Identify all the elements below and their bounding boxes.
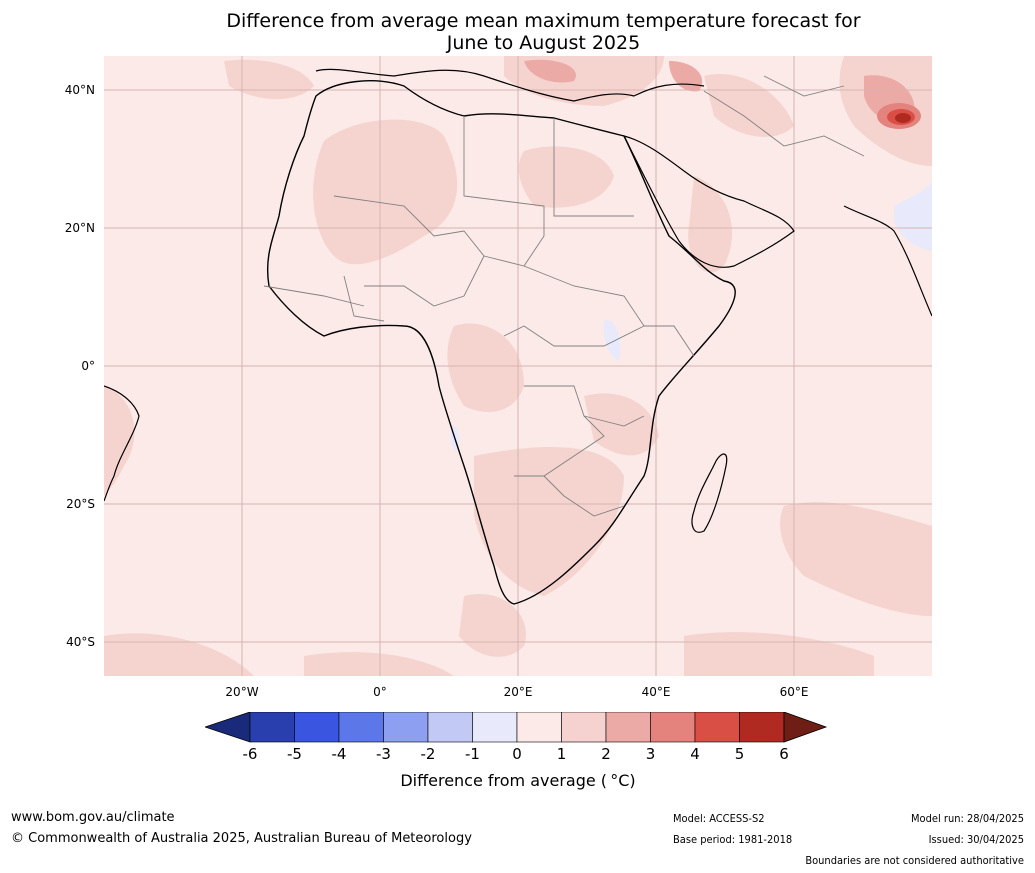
colorbar-cell [294,712,340,743]
colorbar-cell [427,712,473,743]
map-canvas [104,56,932,676]
colorbar-tick-label: 6 [779,745,789,763]
lat-label-20n: 20°N [64,221,95,235]
colorbar-tick-label: -6 [242,745,258,763]
colorbar-cell [561,712,607,743]
colorbar-cell [383,712,429,743]
lat-label-40n: 40°N [64,83,95,97]
colorbar-cell [739,712,785,743]
footer-url: www.bom.gov.au/climate [11,810,175,825]
colorbar-cell [694,712,740,743]
lon-label-0: 0° [373,685,387,699]
colorbar-tick-label: 4 [690,745,700,763]
footer-model: Model: ACCESS-S2 [673,812,765,825]
colorbar-tick-label: -3 [376,745,391,763]
lon-label-40e: 40°E [641,685,671,699]
colorbar-extend-high [783,712,828,743]
lat-label-0: 0° [81,359,95,373]
arabia-coastline [622,135,795,268]
africa-coastline [266,80,736,605]
colorbar-cell [249,712,295,743]
colorbar-tick-label: 0 [512,745,522,763]
madagascar-coastline [691,453,728,533]
colorbar-tick-label: 3 [645,745,656,763]
country-borders [263,75,865,517]
footer-model-run: Model run: 28/04/2025 [911,812,1024,825]
footer-base-period: Base period: 1981-2018 [673,833,793,846]
forecast-map [104,56,932,676]
anomaly-cool-areas [450,181,932,451]
title-line-2: June to August 2025 [446,32,641,54]
lat-label-20s: 20°S [66,497,95,511]
footer-disclaimer: Boundaries are not considered authoritat… [805,854,1024,867]
colorbar-tick-label: -4 [331,745,347,763]
map-title: Difference from average mean maximum tem… [0,10,1035,54]
colorbar-extend-low [205,712,251,743]
colorbar [205,712,828,743]
colorbar-cell [472,712,518,743]
colorbar-tick-label: 2 [601,745,611,763]
colorbar-cell [605,712,651,743]
colorbar-tick-label: -2 [420,745,436,763]
colorbar-tick-label: 5 [734,745,745,763]
colorbar-tick-label: -5 [287,745,302,763]
india-coastline [843,205,932,317]
colorbar-cell [516,712,562,743]
graticule [104,56,932,676]
south-america-coastline [104,385,140,502]
lat-label-40s: 40°S [66,635,95,649]
title-line-1: Difference from average mean maximum tem… [226,10,861,32]
colorbar-tick-label: -1 [465,745,480,763]
europe-coastline [315,68,705,102]
footer-copyright: © Commonwealth of Australia 2025, Austra… [11,831,472,846]
lon-label-20w: 20°W [225,685,259,699]
lon-label-60e: 60°E [779,685,809,699]
colorbar-cell [650,712,696,743]
colorbar-cell [338,712,384,743]
anomaly-hotspot [877,103,921,129]
colorbar-label: Difference from average ( °C) [400,771,636,790]
lon-label-20e: 20°E [503,685,533,699]
footer-issued: Issued: 30/04/2025 [928,833,1024,846]
colorbar-tick-label: 1 [556,745,567,763]
